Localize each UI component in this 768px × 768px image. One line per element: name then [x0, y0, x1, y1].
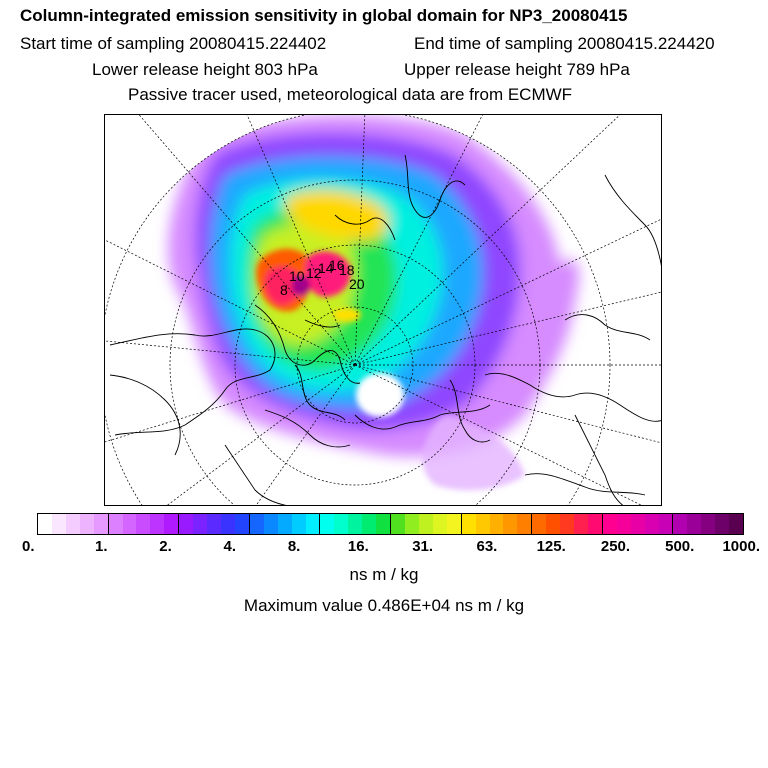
color-scale-cell [65, 514, 80, 534]
color-scale-cell [489, 514, 504, 534]
color-scale-cell [164, 514, 179, 534]
color-scale-cell [362, 514, 377, 534]
coastlines [109, 154, 661, 505]
map-canvas: 8 10 12 14 16 18 20 [105, 115, 661, 505]
point-label: 18 [339, 262, 355, 278]
color-scale-cell [729, 514, 744, 534]
color-scale-cell [93, 514, 108, 534]
color-scale-tick-label: 63. [476, 538, 498, 555]
color-scale-cell [644, 514, 659, 534]
map-title: Column-integrated emission sensitivity i… [20, 6, 628, 25]
graticule [105, 115, 661, 505]
color-scale-cell [305, 514, 320, 534]
color-scale-cell [587, 514, 602, 534]
color-scale-cell [51, 514, 66, 534]
color-scale-tick-label: 1. [95, 538, 108, 555]
color-scale-cell [150, 514, 165, 534]
color-scale-cell [277, 514, 292, 534]
color-scale-tick-label: 0. [22, 538, 35, 555]
color-scale-tick-label: 500. [665, 538, 695, 555]
color-scale-cell [291, 514, 306, 534]
color-scale-cell [616, 514, 631, 534]
color-scale-cell [432, 514, 447, 534]
color-scale-cell [319, 514, 335, 534]
color-scale-cell [390, 514, 405, 534]
color-scale-cell [503, 514, 518, 534]
color-scale-tick-label: 125. [536, 538, 566, 555]
tracer-info: Passive tracer used, meteorological data… [128, 85, 573, 104]
color-scale-cell [178, 514, 194, 534]
color-scale-tick-label: 2. [159, 538, 172, 555]
point-label: 10 [289, 268, 305, 284]
color-scale-bar [37, 513, 744, 535]
sensitivity-field [168, 115, 580, 491]
color-scale-tick-label: 16. [347, 538, 369, 555]
color-scale-cell [475, 514, 490, 534]
color-scale-cell [404, 514, 419, 534]
color-scale-cell [715, 514, 730, 534]
color-scale-cell [672, 514, 688, 534]
release-point-labels: 8 10 12 14 16 18 20 [280, 257, 365, 298]
maximum-value: Maximum value 0.486E+04 ns m / kg [243, 596, 525, 615]
color-scale-tick-label: 250. [600, 538, 631, 555]
color-scale-cell [701, 514, 716, 534]
end-time: End time of sampling 20080415.224420 [414, 34, 715, 53]
color-scale-tick-label: 31. [412, 538, 434, 555]
color-scale-cell [460, 514, 476, 534]
lower-release-height: Lower release height 803 hPa [92, 60, 318, 79]
sensitivity-map: 8 10 12 14 16 18 20 [104, 114, 662, 506]
color-scale-cell [658, 514, 673, 534]
color-scale-cell [601, 514, 617, 534]
color-scale-cell [79, 514, 94, 534]
point-label: 14 [318, 260, 334, 276]
color-scale-cell [517, 514, 532, 534]
color-scale-cell [38, 514, 52, 534]
color-scale-cell [193, 514, 208, 534]
color-scale-cell [136, 514, 151, 534]
point-label: 20 [349, 276, 365, 292]
color-scale-cell [687, 514, 702, 534]
color-scale-cell [574, 514, 588, 534]
color-scale-tick-label: 1000. [722, 538, 760, 555]
color-scale-cell [234, 514, 249, 534]
color-scale-cell [546, 514, 561, 534]
color-scale-tick-label: 4. [223, 538, 237, 555]
color-scale-cell [630, 514, 645, 534]
color-scale-cell [531, 514, 547, 534]
point-label: 8 [280, 282, 288, 298]
color-scale-cell [107, 514, 123, 534]
color-scale-cell [207, 514, 221, 534]
color-scale-cell [263, 514, 278, 534]
color-scale-cell [348, 514, 363, 534]
upper-release-height: Upper release height 789 hPa [404, 60, 630, 79]
color-scale-cell [248, 514, 264, 534]
start-time: Start time of sampling 20080415.224402 [20, 34, 327, 53]
color-scale-cell [418, 514, 433, 534]
point-label: 12 [306, 265, 322, 281]
point-label: 16 [329, 257, 345, 273]
color-scale-cell [220, 514, 235, 534]
color-scale-tick-label: 8. [287, 538, 301, 555]
color-scale-cell [560, 514, 575, 534]
color-scale-cell [376, 514, 391, 534]
color-scale-cell [122, 514, 137, 534]
color-scale-cell [446, 514, 461, 534]
units-label: ns m / kg [349, 565, 419, 584]
color-scale-cell [334, 514, 349, 534]
